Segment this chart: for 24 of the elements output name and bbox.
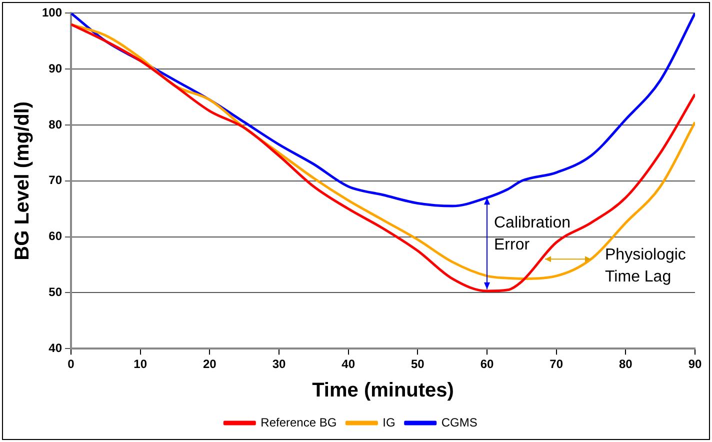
legend-label: IG bbox=[382, 415, 396, 430]
x-tick-label: 70 bbox=[550, 357, 564, 372]
x-tick-label: 30 bbox=[272, 357, 286, 372]
x-tick-label: 80 bbox=[618, 357, 633, 372]
annotation: Physiologic Time Lag bbox=[605, 246, 686, 286]
annotation: Calibration Error bbox=[494, 214, 570, 254]
y-axis-title: BG Level (mg/dl) bbox=[12, 101, 34, 260]
y-tick-label: 90 bbox=[48, 61, 62, 76]
y-tick-label: 80 bbox=[48, 117, 62, 132]
x-tick-label: 90 bbox=[688, 357, 702, 372]
x-tick-label: 10 bbox=[134, 357, 148, 372]
x-tick-label: 50 bbox=[410, 357, 425, 372]
x-tick-label: 20 bbox=[203, 357, 217, 372]
legend-label: Reference BG bbox=[260, 415, 337, 430]
y-tick-label: 100 bbox=[42, 6, 62, 20]
y-tick-label: 70 bbox=[48, 173, 62, 188]
x-tick-label: 0 bbox=[68, 357, 75, 372]
x-tick-label: 60 bbox=[480, 357, 494, 372]
y-tick-label: 40 bbox=[48, 340, 62, 355]
y-tick-label: 60 bbox=[48, 229, 62, 244]
x-axis-title: Time (minutes) bbox=[312, 380, 454, 402]
x-tick-label: 40 bbox=[342, 357, 356, 372]
y-tick-label: 50 bbox=[48, 285, 62, 300]
legend-label: CGMS bbox=[441, 415, 478, 430]
